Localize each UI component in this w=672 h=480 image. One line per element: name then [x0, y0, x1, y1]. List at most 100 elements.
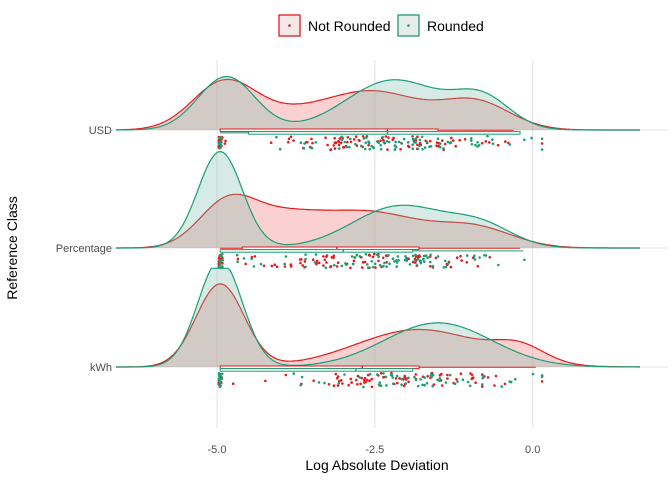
- point-kwh-not-rounded: [446, 373, 449, 377]
- point-percentage-rounded: [465, 254, 469, 257]
- point-kwh-not-rounded: [470, 373, 474, 377]
- point-percentage-not-rounded: [368, 254, 372, 257]
- point-kwh-not-rounded: [312, 379, 316, 383]
- point-kwh-rounded: [368, 372, 372, 376]
- point-kwh-rounded: [508, 380, 512, 383]
- legend-key-rounded-dot: [407, 24, 410, 27]
- point-percentage-rounded: [484, 254, 488, 257]
- point-percentage-rounded: [388, 262, 391, 266]
- point-usd-not-rounded: [339, 141, 343, 145]
- point-kwh-not-rounded: [540, 380, 544, 383]
- point-usd-rounded: [387, 140, 391, 144]
- point-kwh-rounded: [416, 384, 420, 388]
- point-usd-rounded: [414, 137, 418, 140]
- point-usd-not-rounded: [458, 138, 462, 142]
- point-percentage-rounded: [283, 262, 287, 266]
- point-percentage-not-rounded: [335, 265, 339, 268]
- point-usd-not-rounded: [349, 140, 353, 144]
- point-percentage-rounded: [396, 255, 400, 258]
- point-kwh-not-rounded: [446, 377, 449, 380]
- point-percentage-not-rounded: [236, 257, 240, 261]
- point-kwh-rounded: [378, 381, 382, 384]
- point-kwh-not-rounded: [332, 384, 336, 388]
- point-percentage-not-rounded: [373, 252, 376, 256]
- point-percentage-rounded: [304, 257, 307, 261]
- point-usd-not-rounded: [292, 139, 295, 142]
- point-percentage-not-rounded: [460, 259, 464, 262]
- point-usd-not-rounded: [441, 139, 444, 142]
- point-kwh-rounded: [358, 376, 361, 379]
- point-kwh-rounded: [404, 382, 408, 385]
- point-usd-rounded: [367, 140, 370, 143]
- point-percentage-not-rounded: [349, 266, 352, 270]
- point-percentage-not-rounded: [275, 265, 279, 269]
- point-kwh-rounded: [481, 383, 484, 386]
- point-percentage-rounded: [395, 261, 399, 264]
- point-usd-not-rounded: [416, 135, 419, 138]
- point-usd-not-rounded: [354, 135, 358, 138]
- legend: Not Rounded Rounded: [278, 14, 484, 37]
- point-usd-rounded: [382, 140, 386, 144]
- point-usd-rounded: [354, 142, 357, 146]
- point-kwh-rounded: [382, 372, 385, 375]
- point-usd-rounded: [338, 147, 341, 150]
- point-usd-not-rounded: [310, 137, 313, 141]
- point-kwh-rounded: [392, 382, 395, 386]
- point-usd-rounded: [523, 138, 526, 142]
- point-kwh-not-rounded: [481, 385, 484, 388]
- point-percentage-rounded: [219, 262, 222, 265]
- point-usd-rounded: [486, 134, 489, 138]
- point-percentage-rounded: [252, 265, 256, 268]
- point-percentage-not-rounded: [322, 264, 325, 267]
- point-usd-not-rounded: [435, 144, 438, 147]
- point-usd-rounded: [299, 141, 303, 144]
- point-usd-rounded: [349, 137, 352, 141]
- point-usd-rounded: [470, 139, 473, 143]
- point-kwh-rounded: [220, 377, 223, 380]
- point-percentage-rounded: [350, 255, 354, 258]
- point-usd-rounded: [362, 137, 366, 140]
- density-line-kwh-not-rounded: [116, 283, 640, 368]
- point-percentage-rounded: [370, 260, 374, 263]
- point-usd-rounded: [397, 140, 401, 144]
- point-percentage-rounded: [218, 254, 222, 257]
- point-percentage-rounded: [235, 253, 239, 257]
- point-usd-rounded: [420, 135, 424, 139]
- point-usd-rounded: [508, 143, 512, 146]
- point-percentage-not-rounded: [428, 265, 432, 268]
- legend-key-not-rounded-dot: [288, 24, 291, 27]
- point-usd-rounded: [303, 142, 306, 145]
- point-usd-rounded: [218, 147, 222, 150]
- point-kwh-rounded: [429, 374, 433, 377]
- point-percentage-not-rounded: [303, 260, 307, 263]
- point-kwh-not-rounded: [370, 377, 374, 381]
- point-usd-not-rounded: [326, 143, 329, 147]
- point-percentage-rounded: [497, 263, 500, 267]
- point-percentage-rounded: [414, 253, 417, 257]
- point-kwh-rounded: [423, 383, 426, 387]
- point-kwh-not-rounded: [347, 383, 351, 387]
- point-kwh-not-rounded: [486, 376, 490, 379]
- point-percentage-not-rounded: [299, 261, 302, 265]
- point-percentage-rounded: [383, 261, 386, 265]
- point-usd-rounded: [438, 145, 442, 149]
- point-kwh-not-rounded: [471, 376, 474, 380]
- point-kwh-rounded: [376, 373, 379, 376]
- point-usd-rounded: [363, 147, 367, 151]
- point-percentage-rounded: [419, 261, 423, 265]
- point-percentage-not-rounded: [352, 259, 356, 263]
- point-percentage-rounded: [387, 254, 390, 257]
- point-kwh-not-rounded: [407, 380, 410, 384]
- point-kwh-not-rounded: [339, 379, 343, 382]
- point-kwh-rounded: [379, 384, 383, 388]
- point-kwh-rounded: [448, 373, 452, 377]
- point-usd-rounded: [540, 137, 544, 141]
- point-usd-rounded: [375, 140, 379, 143]
- point-kwh-rounded: [466, 380, 470, 384]
- point-usd-not-rounded: [416, 143, 419, 147]
- point-percentage-rounded: [395, 265, 399, 268]
- box-kwh-rounded: [219, 368, 414, 372]
- point-percentage-rounded: [404, 254, 407, 258]
- point-usd-rounded: [477, 144, 481, 147]
